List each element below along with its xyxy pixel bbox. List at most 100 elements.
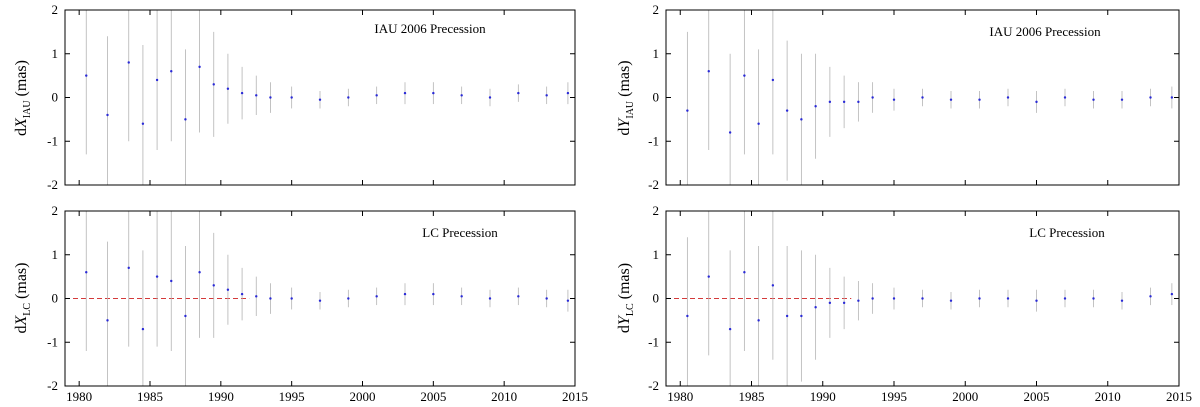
data-point — [240, 91, 244, 95]
data-point — [828, 301, 832, 305]
x-tick-label: 2010 — [491, 389, 517, 404]
data-point — [1006, 96, 1010, 99]
x-tick-label: 1980 — [667, 389, 693, 404]
data-point — [545, 94, 548, 97]
data-point — [255, 295, 258, 298]
y-axis-label: dYLC (mas) — [616, 263, 636, 333]
data-point — [978, 98, 981, 101]
data-point — [432, 292, 435, 296]
x-tick-label: 2000 — [350, 389, 376, 404]
data-point — [318, 299, 322, 302]
data-point — [814, 306, 817, 309]
y-tick-label: 2 — [52, 2, 59, 17]
data-point — [127, 61, 130, 64]
data-point — [842, 301, 846, 305]
data-point — [1063, 297, 1067, 300]
data-point — [127, 266, 130, 270]
y-tick-label: 0 — [52, 291, 59, 306]
data-point — [949, 98, 953, 101]
data-point — [785, 314, 789, 318]
data-point — [226, 288, 230, 291]
panel-annotation: LC Precession — [1029, 225, 1105, 240]
data-point — [1120, 98, 1124, 101]
data-point — [403, 91, 407, 95]
x-tick-label: 1995 — [279, 389, 305, 404]
y-tick-label: -2 — [47, 177, 58, 192]
data-point — [743, 271, 746, 274]
x-tick-label: 2015 — [562, 389, 588, 404]
y-tick-label: 0 — [653, 90, 660, 105]
y-tick-label: 1 — [653, 46, 660, 61]
data-point — [814, 105, 817, 108]
y-tick-label: 1 — [52, 46, 59, 61]
y-tick-label: 2 — [653, 203, 660, 218]
data-point — [460, 295, 463, 298]
data-point — [771, 284, 775, 287]
data-point — [375, 94, 378, 97]
x-tick-label: 1990 — [208, 389, 234, 404]
y-tick-label: 2 — [52, 203, 59, 218]
y-tick-label: 1 — [653, 247, 660, 262]
data-point — [212, 83, 215, 86]
data-point — [757, 122, 760, 125]
data-point — [1170, 96, 1174, 99]
data-point — [488, 297, 492, 300]
data-point — [155, 78, 159, 82]
x-tick-label: 1995 — [881, 389, 907, 404]
data-point — [432, 91, 435, 95]
data-point — [728, 327, 732, 331]
data-point — [800, 118, 803, 121]
data-point — [347, 297, 350, 300]
data-point — [566, 91, 570, 95]
data-point — [757, 319, 760, 322]
panel-bottom-left: -2 -1 0 1 2 1980 1985 1990 1995 2000 2005 2010 2015 L… — [13, 203, 588, 404]
data-point — [375, 295, 378, 298]
x-tick-label: 1980 — [66, 389, 92, 404]
plot-area — [65, 211, 570, 386]
data-point — [106, 319, 109, 322]
data-point — [269, 96, 272, 99]
panel-bottom-right: -2 -1 0 1 2 1980 1985 1990 1995 2000 2005 2010 2015 L… — [616, 203, 1192, 404]
data-point — [460, 94, 463, 97]
data-point — [871, 96, 874, 99]
data-point — [517, 91, 520, 95]
data-point — [488, 96, 492, 99]
y-tick-label: 0 — [653, 291, 660, 306]
y-tick-label: 2 — [653, 2, 660, 17]
data-point — [1092, 98, 1095, 101]
data-point — [707, 70, 710, 73]
y-tick-label: -2 — [648, 378, 659, 393]
data-point — [743, 74, 746, 77]
plot-area — [85, 10, 570, 185]
data-point — [226, 87, 230, 90]
data-point — [1170, 292, 1174, 296]
panel-annotation: IAU 2006 Precession — [374, 21, 486, 36]
data-point — [403, 292, 407, 296]
data-point — [106, 113, 109, 117]
panel-top-right: -2 -1 0 1 2 IAU 2006 Precession dYIAU (mas) — [616, 2, 1180, 192]
y-tick-label: -2 — [648, 177, 659, 192]
data-point — [85, 74, 88, 77]
plot-area — [666, 211, 1174, 386]
panel-annotation: LC Precession — [422, 225, 498, 240]
data-point — [184, 314, 187, 318]
data-point — [785, 109, 789, 112]
panel-annotation: IAU 2006 Precession — [989, 24, 1101, 39]
data-point — [978, 297, 981, 300]
y-tick-label: -1 — [648, 334, 659, 349]
data-point — [857, 299, 860, 302]
x-tick-label: 2010 — [1095, 389, 1121, 404]
data-point — [842, 100, 846, 104]
data-point — [921, 96, 924, 99]
data-point — [566, 299, 570, 302]
data-point — [545, 297, 548, 300]
data-point — [170, 70, 173, 73]
y-axis-label: dYIAU (mas) — [616, 60, 636, 135]
data-point — [198, 271, 201, 274]
data-point — [212, 284, 215, 287]
data-point — [1092, 297, 1095, 300]
data-point — [707, 275, 710, 278]
data-point — [255, 94, 258, 97]
x-tick-label: 1990 — [810, 389, 836, 404]
data-point — [141, 122, 145, 125]
